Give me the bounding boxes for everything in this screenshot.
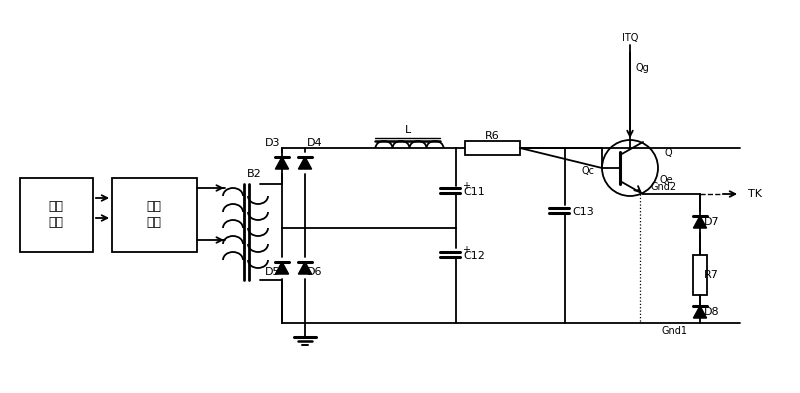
Text: +: +: [462, 245, 470, 255]
Text: D6: D6: [307, 267, 322, 277]
Text: C12: C12: [463, 251, 485, 261]
Text: 电源: 电源: [49, 200, 63, 213]
Text: Qc: Qc: [581, 166, 594, 176]
Polygon shape: [298, 157, 312, 169]
Text: 脚踩: 脚踩: [146, 200, 162, 213]
Text: D8: D8: [704, 307, 720, 317]
Polygon shape: [275, 262, 289, 274]
Text: Gnd2: Gnd2: [651, 182, 677, 192]
Text: D5: D5: [265, 267, 280, 277]
Text: Q: Q: [664, 148, 672, 158]
Text: TK: TK: [748, 189, 762, 199]
Text: D7: D7: [704, 217, 720, 227]
Text: D4: D4: [307, 138, 322, 148]
Bar: [112, 178, 197, 252]
Text: C11: C11: [463, 187, 485, 197]
Text: 系统: 系统: [49, 215, 63, 228]
Bar: [693, 255, 707, 295]
Polygon shape: [298, 262, 312, 274]
Text: R6: R6: [485, 131, 499, 141]
Text: Gnd1: Gnd1: [662, 326, 688, 336]
Polygon shape: [275, 157, 289, 169]
Text: R7: R7: [704, 270, 719, 280]
Text: +: +: [462, 181, 470, 191]
Text: L: L: [405, 125, 411, 135]
Text: Qe: Qe: [660, 175, 674, 185]
Text: C13: C13: [572, 207, 594, 217]
Text: 开关: 开关: [146, 215, 162, 228]
Text: ITQ: ITQ: [622, 33, 638, 43]
Bar: [465, 141, 520, 155]
Text: B2: B2: [246, 169, 262, 179]
Text: D3: D3: [265, 138, 280, 148]
Bar: [20, 178, 93, 252]
Polygon shape: [694, 306, 706, 318]
Polygon shape: [694, 216, 706, 228]
Text: Qg: Qg: [636, 63, 650, 73]
